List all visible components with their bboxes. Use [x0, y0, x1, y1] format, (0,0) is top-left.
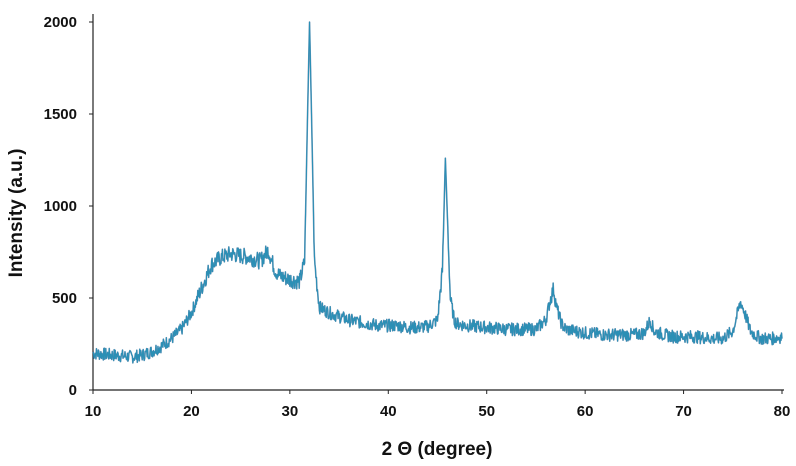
- x-tick-label: 60: [577, 403, 594, 420]
- x-tick-label: 40: [380, 403, 397, 420]
- x-tick-labels: 10 20 30 40 50 60 70 80: [85, 403, 791, 420]
- x-tick-label: 70: [675, 403, 692, 420]
- y-tick-label: 2000: [44, 14, 77, 31]
- x-tick-label: 10: [85, 403, 102, 420]
- x-tick-label: 30: [282, 403, 299, 420]
- series-group: [92, 21, 783, 364]
- x-tick-label: 80: [774, 403, 791, 420]
- x-axis-title: 2 Θ (degree): [382, 439, 493, 460]
- xrd-pattern-line: [92, 21, 783, 364]
- x-tick-label: 50: [478, 403, 495, 420]
- y-tick-label: 0: [69, 382, 77, 399]
- xrd-pattern-shadow: [92, 21, 783, 364]
- y-tick-labels: 0 500 1000 1500 2000: [44, 14, 77, 399]
- y-tick-label: 1500: [44, 106, 77, 123]
- x-tick-label: 20: [183, 403, 200, 420]
- y-tick-label: 1000: [44, 198, 77, 215]
- axes: [89, 14, 784, 394]
- y-tick-label: 500: [52, 290, 77, 307]
- y-axis-title: Intensity (a.u.): [6, 149, 27, 278]
